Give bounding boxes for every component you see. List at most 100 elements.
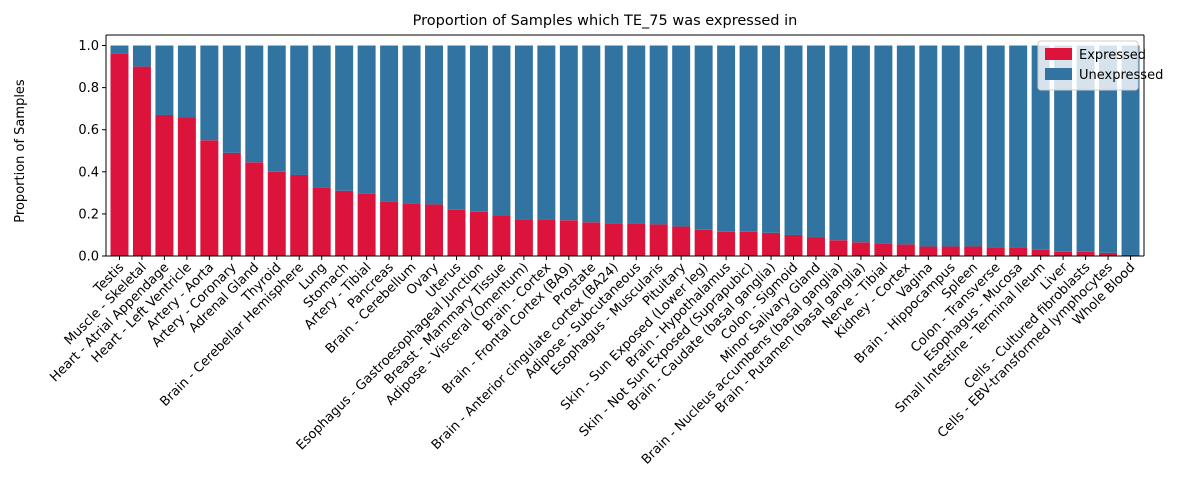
bar-expressed-37	[941, 246, 960, 256]
bar-unexpressed-28	[739, 45, 758, 232]
bar-unexpressed-12	[380, 45, 399, 202]
bar-unexpressed-37	[941, 45, 960, 247]
y-axis: 0.0 0.2 0.4 0.6 0.8 1.0	[78, 35, 107, 265]
legend-swatch	[1045, 68, 1072, 80]
bar-unexpressed-21	[582, 45, 601, 223]
legend-label: Expressed	[1079, 48, 1146, 63]
bar-unexpressed-9	[312, 45, 331, 188]
bar-unexpressed-34	[874, 45, 893, 244]
bar-unexpressed-22	[604, 45, 623, 224]
bar-unexpressed-14	[425, 45, 444, 205]
bar-expressed-44	[1099, 252, 1118, 256]
y-tick-label: 0.4	[78, 165, 99, 180]
bar-unexpressed-5	[222, 45, 241, 153]
bar-unexpressed-38	[964, 45, 983, 247]
bar-expressed-1	[132, 66, 151, 256]
bar-unexpressed-18	[514, 45, 533, 220]
bar-expressed-28	[739, 231, 758, 256]
bar-expressed-7	[267, 171, 286, 256]
bar-unexpressed-42	[1054, 45, 1073, 252]
bar-unexpressed-27	[717, 45, 736, 232]
bar-unexpressed-45	[1121, 45, 1140, 255]
bar-unexpressed-24	[649, 45, 668, 225]
bar-unexpressed-25	[672, 45, 691, 227]
bar-unexpressed-31	[806, 45, 825, 238]
bar-expressed-31	[806, 237, 825, 256]
bar-expressed-39	[986, 247, 1005, 256]
bar-expressed-41	[1031, 249, 1050, 256]
bar-unexpressed-39	[986, 45, 1005, 248]
bar-unexpressed-6	[245, 45, 264, 163]
bar-unexpressed-1	[132, 45, 151, 67]
bar-expressed-3	[177, 117, 196, 256]
chart-title: Proportion of Samples which TE_75 was ex…	[413, 13, 798, 29]
bar-unexpressed-17	[492, 45, 511, 217]
bar-unexpressed-8	[290, 45, 309, 175]
legend-swatch	[1045, 48, 1072, 60]
bar-expressed-42	[1054, 251, 1073, 256]
bar-unexpressed-16	[469, 45, 488, 212]
bar-expressed-30	[784, 234, 803, 256]
bar-expressed-14	[425, 204, 444, 256]
bar-unexpressed-20	[559, 45, 578, 221]
bar-expressed-32	[829, 240, 848, 256]
bars-group	[110, 45, 1140, 256]
bar-expressed-29	[762, 232, 781, 256]
bar-unexpressed-7	[267, 45, 286, 172]
bar-unexpressed-11	[357, 45, 376, 194]
bar-unexpressed-33	[851, 45, 870, 243]
bar-unexpressed-19	[537, 45, 556, 220]
bar-expressed-19	[537, 219, 556, 256]
y-tick-label: 0.6	[78, 123, 99, 138]
bar-unexpressed-36	[919, 45, 938, 247]
bar-unexpressed-30	[784, 45, 803, 235]
bar-expressed-34	[874, 243, 893, 256]
bar-expressed-35	[896, 244, 915, 256]
bar-unexpressed-15	[447, 45, 466, 210]
bar-expressed-26	[694, 229, 713, 256]
bar-unexpressed-29	[762, 45, 781, 233]
bar-expressed-33	[851, 242, 870, 256]
bar-expressed-16	[469, 211, 488, 256]
bar-unexpressed-41	[1031, 45, 1050, 250]
y-tick-label: 0.2	[78, 207, 99, 222]
bar-expressed-23	[627, 223, 646, 256]
bar-expressed-10	[335, 190, 354, 256]
bar-expressed-5	[222, 152, 241, 256]
y-tick-label: 0.0	[78, 250, 99, 265]
bar-expressed-38	[964, 246, 983, 256]
bar-expressed-6	[245, 162, 264, 256]
bar-unexpressed-40	[1009, 45, 1028, 248]
bar-expressed-24	[649, 224, 668, 256]
bar-unexpressed-44	[1099, 45, 1118, 253]
legend-label: Unexpressed	[1079, 68, 1163, 83]
bar-unexpressed-35	[896, 45, 915, 245]
bar-expressed-12	[380, 201, 399, 256]
bar-expressed-11	[357, 193, 376, 256]
bar-expressed-27	[717, 231, 736, 256]
bar-unexpressed-23	[627, 45, 646, 224]
legend: Expressed Unexpressed	[1037, 40, 1163, 91]
bar-expressed-25	[672, 226, 691, 256]
plot-frame	[106, 34, 1145, 256]
bar-expressed-15	[447, 209, 466, 256]
bar-expressed-36	[919, 246, 938, 256]
bar-expressed-0	[110, 53, 129, 256]
bar-expressed-40	[1009, 247, 1028, 256]
y-tick-label: 1.0	[78, 39, 99, 54]
y-axis-label: Proportion of Samples	[13, 79, 28, 223]
bar-expressed-2	[155, 114, 174, 256]
bar-unexpressed-0	[110, 45, 129, 54]
bar-expressed-43	[1076, 251, 1095, 256]
bar-expressed-13	[402, 203, 421, 256]
bar-expressed-22	[604, 223, 623, 256]
bar-unexpressed-13	[402, 45, 421, 204]
bar-unexpressed-2	[155, 45, 174, 115]
bar-expressed-4	[200, 140, 219, 256]
bar-expressed-45	[1121, 254, 1140, 256]
bar-unexpressed-4	[200, 45, 219, 141]
bar-expressed-9	[312, 187, 331, 256]
